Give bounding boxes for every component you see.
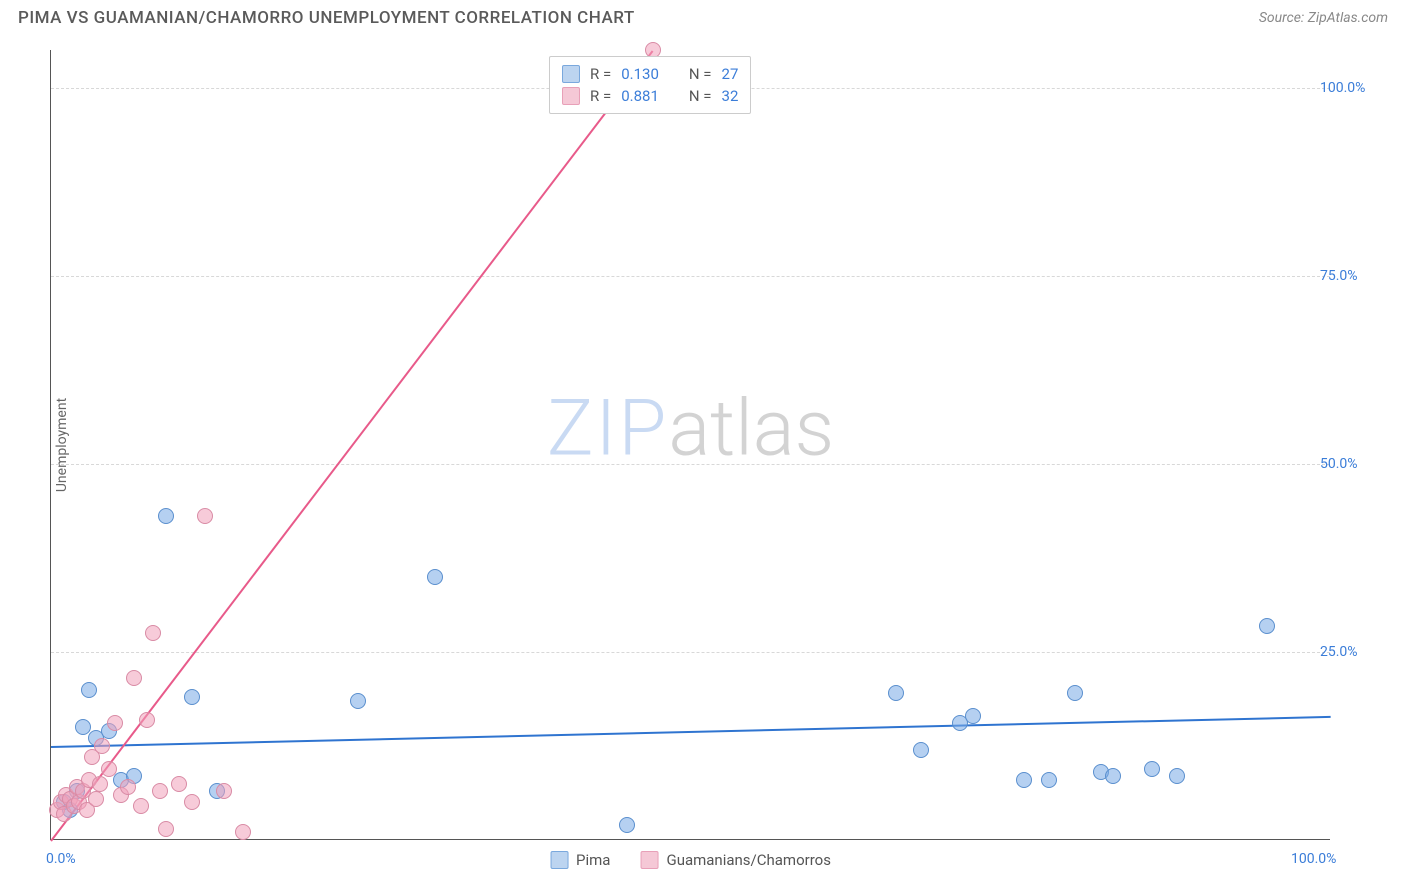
r-value: 0.881 (621, 87, 659, 105)
data-point (158, 508, 174, 524)
data-point (101, 761, 117, 777)
y-tick-label: 100.0% (1320, 80, 1380, 96)
data-point (1041, 772, 1057, 788)
n-value: 32 (722, 87, 739, 105)
legend-swatch (640, 851, 658, 869)
data-point (216, 783, 232, 799)
x-tick-label: 100.0% (1291, 851, 1336, 867)
watermark-atlas: atlas (668, 383, 834, 474)
y-tick-label: 25.0% (1320, 644, 1380, 660)
gridline (51, 464, 1330, 465)
correlation-legend: R = 0.130 N = 27 R = 0.881 N = 32 (549, 56, 751, 114)
y-tick-label: 75.0% (1320, 268, 1380, 284)
data-point (88, 791, 104, 807)
gridline (51, 652, 1330, 653)
data-point (1169, 768, 1185, 784)
data-point (350, 693, 366, 709)
chart-area: Unemployment ZIPatlas 25.0%50.0%75.0%100… (50, 50, 1380, 840)
legend-row: R = 0.130 N = 27 (562, 63, 738, 85)
data-point (1105, 768, 1121, 784)
r-label: R = (590, 87, 611, 105)
n-value: 27 (722, 65, 739, 83)
series-legend: Pima Guamanians/Chamorros (550, 851, 831, 869)
data-point (120, 779, 136, 795)
data-point (171, 776, 187, 792)
r-value: 0.130 (621, 65, 659, 83)
legend-label: Guamanians/Chamorros (666, 851, 830, 869)
data-point (619, 817, 635, 833)
legend-label: Pima (576, 851, 610, 869)
r-label: R = (590, 65, 611, 83)
data-point (139, 712, 155, 728)
data-point (1067, 685, 1083, 701)
legend-item: Pima (550, 851, 610, 869)
data-point (197, 508, 213, 524)
data-point (107, 715, 123, 731)
legend-swatch (550, 851, 568, 869)
data-point (94, 738, 110, 754)
watermark-zip: ZIP (547, 383, 669, 474)
data-point (126, 670, 142, 686)
legend-swatch (562, 87, 580, 105)
n-label: N = (689, 87, 712, 105)
scatter-plot: ZIPatlas 25.0%50.0%75.0%100.0%0.0%100.0%… (50, 50, 1330, 840)
data-point (184, 794, 200, 810)
data-point (152, 783, 168, 799)
n-label: N = (689, 65, 712, 83)
legend-item: Guamanians/Chamorros (640, 851, 830, 869)
chart-header: PIMA VS GUAMANIAN/CHAMORRO UNEMPLOYMENT … (0, 0, 1406, 28)
x-tick-label: 0.0% (46, 851, 76, 867)
legend-row: R = 0.881 N = 32 (562, 85, 738, 107)
data-point (965, 708, 981, 724)
data-point (1259, 618, 1275, 634)
y-tick-label: 50.0% (1320, 456, 1380, 472)
chart-title: PIMA VS GUAMANIAN/CHAMORRO UNEMPLOYMENT … (18, 8, 635, 28)
data-point (184, 689, 200, 705)
data-point (1144, 761, 1160, 777)
trend-line (51, 716, 1331, 748)
data-point (145, 625, 161, 641)
source-attribution: Source: ZipAtlas.com (1259, 10, 1388, 26)
data-point (888, 685, 904, 701)
data-point (1016, 772, 1032, 788)
gridline (51, 276, 1330, 277)
data-point (133, 798, 149, 814)
data-point (913, 742, 929, 758)
data-point (235, 824, 251, 840)
data-point (427, 569, 443, 585)
watermark: ZIPatlas (547, 383, 834, 474)
data-point (81, 682, 97, 698)
data-point (92, 776, 108, 792)
data-point (158, 821, 174, 837)
legend-swatch (562, 65, 580, 83)
